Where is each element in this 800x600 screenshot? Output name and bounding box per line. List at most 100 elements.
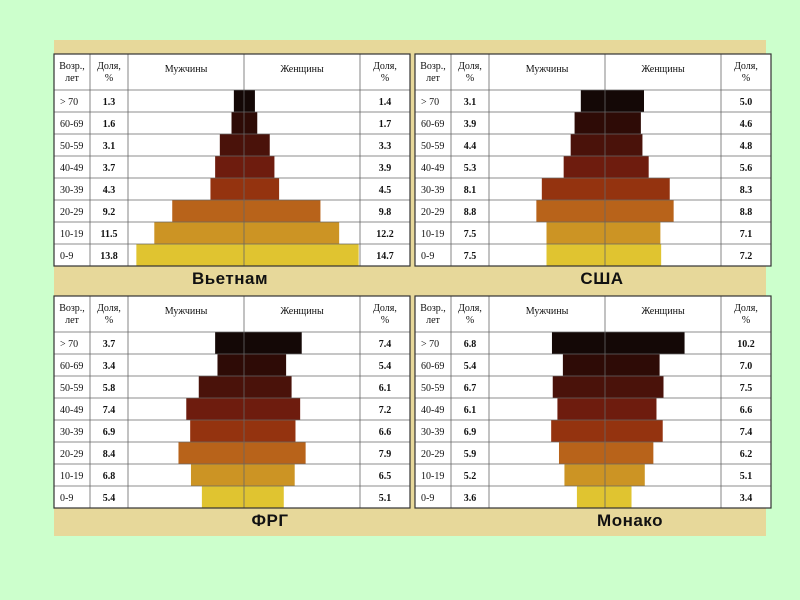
pyramid-chart-vietnam: Возр.,лет Доля,% Мужчины Женщины Доля,% > 70 1… <box>53 53 411 267</box>
bar-female-2 <box>605 112 641 134</box>
bar-male-5 <box>190 420 244 442</box>
bar-female-4 <box>244 156 275 178</box>
female-share-1: 10.2 <box>737 339 755 350</box>
female-share-6: 7.9 <box>379 449 392 460</box>
header-female-share-line1: Доля, <box>734 303 758 314</box>
bar-male-8 <box>201 486 244 508</box>
female-share-1: 7.4 <box>379 339 392 350</box>
female-share-7: 12.2 <box>376 229 394 240</box>
header-male-share-line2: % <box>466 73 474 84</box>
header-male: Мужчины <box>526 64 569 75</box>
age-label-2: 60-69 <box>421 119 444 130</box>
male-share-3: 6.7 <box>464 383 477 394</box>
bar-male-4 <box>215 156 244 178</box>
male-share-1: 3.7 <box>103 339 116 350</box>
age-label-6: 20-29 <box>421 449 444 460</box>
header-age-line1: Возр., <box>420 61 446 72</box>
bar-male-1 <box>233 90 244 112</box>
bar-male-5 <box>551 420 605 442</box>
bar-male-6 <box>172 200 244 222</box>
age-label-7: 10-19 <box>60 471 83 482</box>
bar-female-3 <box>244 134 270 156</box>
male-share-5: 8.1 <box>464 185 477 196</box>
age-label-3: 50-59 <box>60 383 83 394</box>
bar-female-5 <box>605 178 670 200</box>
male-share-1: 1.3 <box>103 97 116 108</box>
header-female-share-line2: % <box>742 315 750 326</box>
age-label-7: 10-19 <box>421 471 444 482</box>
age-label-5: 30-39 <box>421 427 444 438</box>
header-female-share-line2: % <box>381 315 389 326</box>
female-share-4: 5.6 <box>740 163 753 174</box>
bar-female-5 <box>605 420 663 442</box>
male-share-8: 3.6 <box>464 493 477 504</box>
bar-female-3 <box>244 376 292 398</box>
male-share-6: 8.4 <box>103 449 116 460</box>
age-label-5: 30-39 <box>60 427 83 438</box>
female-share-4: 6.6 <box>740 405 753 416</box>
age-label-1: > 70 <box>421 339 439 350</box>
bar-female-5 <box>244 420 296 442</box>
male-share-5: 4.3 <box>103 185 116 196</box>
female-share-8: 7.2 <box>740 251 753 262</box>
age-label-8: 0-9 <box>421 251 434 262</box>
bar-male-4 <box>557 398 605 420</box>
country-label-frg: ФРГ <box>251 511 289 530</box>
age-label-2: 60-69 <box>60 361 83 372</box>
female-share-1: 5.0 <box>740 97 753 108</box>
header-age-line2: лет <box>426 73 440 84</box>
header-female: Женщины <box>641 306 685 317</box>
bar-male-2 <box>231 112 244 134</box>
bar-female-4 <box>605 156 649 178</box>
header-female-share-line1: Доля, <box>734 61 758 72</box>
male-share-4: 6.1 <box>464 405 477 416</box>
female-share-2: 1.7 <box>379 119 392 130</box>
pyramids-board: Возр., лет Доля,% Мужчины Женщины Доля,% > 70 1… <box>53 40 772 536</box>
bar-male-7 <box>546 222 605 244</box>
male-share-3: 3.1 <box>103 141 116 152</box>
bar-male-3 <box>198 376 244 398</box>
header-age-line1: Возр., <box>59 303 85 314</box>
bar-male-6 <box>558 442 605 464</box>
female-share-4: 3.9 <box>379 163 392 174</box>
bar-female-6 <box>605 200 674 222</box>
header-male-share-line1: Доля, <box>97 61 121 72</box>
female-share-2: 4.6 <box>740 119 753 130</box>
female-share-6: 6.2 <box>740 449 753 460</box>
female-share-8: 14.7 <box>376 251 394 262</box>
bar-male-6 <box>178 442 244 464</box>
male-share-6: 5.9 <box>464 449 477 460</box>
female-share-5: 4.5 <box>379 185 392 196</box>
bar-female-3 <box>605 376 664 398</box>
bar-female-2 <box>605 354 660 376</box>
age-label-8: 0-9 <box>60 493 73 504</box>
male-share-3: 5.8 <box>103 383 116 394</box>
age-label-1: > 70 <box>60 97 78 108</box>
female-share-1: 1.4 <box>379 97 392 108</box>
bar-male-4 <box>186 398 244 420</box>
table-border <box>53 295 411 509</box>
male-share-4: 3.7 <box>103 163 116 174</box>
age-label-3: 50-59 <box>421 141 444 152</box>
male-share-4: 7.4 <box>103 405 116 416</box>
header-age-line2: лет <box>65 315 79 326</box>
table-border <box>414 53 772 267</box>
age-label-2: 60-69 <box>60 119 83 130</box>
male-share-3: 4.4 <box>464 141 477 152</box>
age-label-3: 50-59 <box>60 141 83 152</box>
pyramid-chart-usa: Возр.,лет Доля,% Мужчины Женщины Доля,% > 70 3… <box>414 53 772 267</box>
female-share-4: 7.2 <box>379 405 392 416</box>
bar-male-7 <box>190 464 244 486</box>
bar-male-8 <box>576 486 605 508</box>
female-share-8: 5.1 <box>379 493 392 504</box>
country-label-monaco: Монако <box>597 511 663 530</box>
age-label-1: > 70 <box>60 339 78 350</box>
age-label-8: 0-9 <box>421 493 434 504</box>
country-label-usa: США <box>580 269 624 288</box>
pyramid-frg: Возр., лет Доля,% Мужчины Женщины Доля,% > 70 3… <box>53 295 411 509</box>
female-share-2: 7.0 <box>740 361 753 372</box>
header-female-share-line1: Доля, <box>373 61 397 72</box>
age-label-8: 0-9 <box>60 251 73 262</box>
bar-female-2 <box>244 354 287 376</box>
female-share-3: 3.3 <box>379 141 392 152</box>
